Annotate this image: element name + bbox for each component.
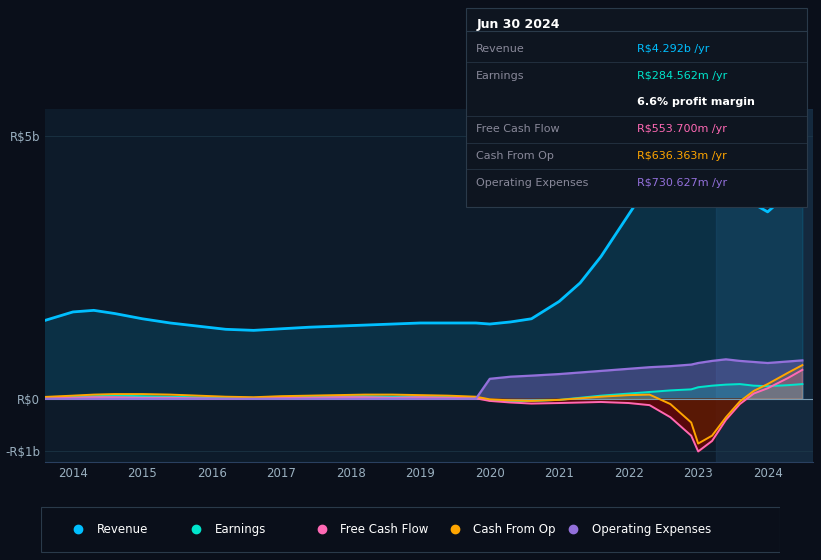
Text: Earnings: Earnings: [215, 522, 266, 536]
Bar: [716, 109, 813, 462]
Text: Earnings: Earnings: [476, 71, 525, 81]
Text: Cash From Op: Cash From Op: [476, 151, 554, 161]
Text: Operating Expenses: Operating Expenses: [591, 522, 711, 536]
Text: R$553.700m /yr: R$553.700m /yr: [637, 124, 727, 134]
Text: 6.6% profit margin: 6.6% profit margin: [637, 97, 754, 108]
Text: Free Cash Flow: Free Cash Flow: [341, 522, 429, 536]
Text: Revenue: Revenue: [97, 522, 148, 536]
Text: R$4.292b /yr: R$4.292b /yr: [637, 44, 709, 54]
Text: R$636.363m /yr: R$636.363m /yr: [637, 151, 727, 161]
Text: R$730.627m /yr: R$730.627m /yr: [637, 178, 727, 188]
Text: Cash From Op: Cash From Op: [474, 522, 556, 536]
Text: Revenue: Revenue: [476, 44, 525, 54]
Text: Free Cash Flow: Free Cash Flow: [476, 124, 560, 134]
Text: Operating Expenses: Operating Expenses: [476, 178, 589, 188]
Text: R$284.562m /yr: R$284.562m /yr: [637, 71, 727, 81]
Text: Jun 30 2024: Jun 30 2024: [476, 18, 560, 31]
